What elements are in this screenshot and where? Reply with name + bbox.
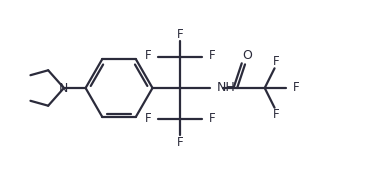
Text: F: F xyxy=(273,55,280,68)
Text: F: F xyxy=(177,136,183,149)
Text: F: F xyxy=(177,28,183,41)
Text: F: F xyxy=(293,80,300,93)
Text: F: F xyxy=(145,49,152,62)
Text: F: F xyxy=(209,112,215,125)
Text: O: O xyxy=(242,49,252,62)
Text: F: F xyxy=(273,108,280,121)
Text: NH: NH xyxy=(216,80,235,93)
Text: F: F xyxy=(209,49,215,62)
Text: F: F xyxy=(145,112,152,125)
Text: N: N xyxy=(59,81,68,95)
